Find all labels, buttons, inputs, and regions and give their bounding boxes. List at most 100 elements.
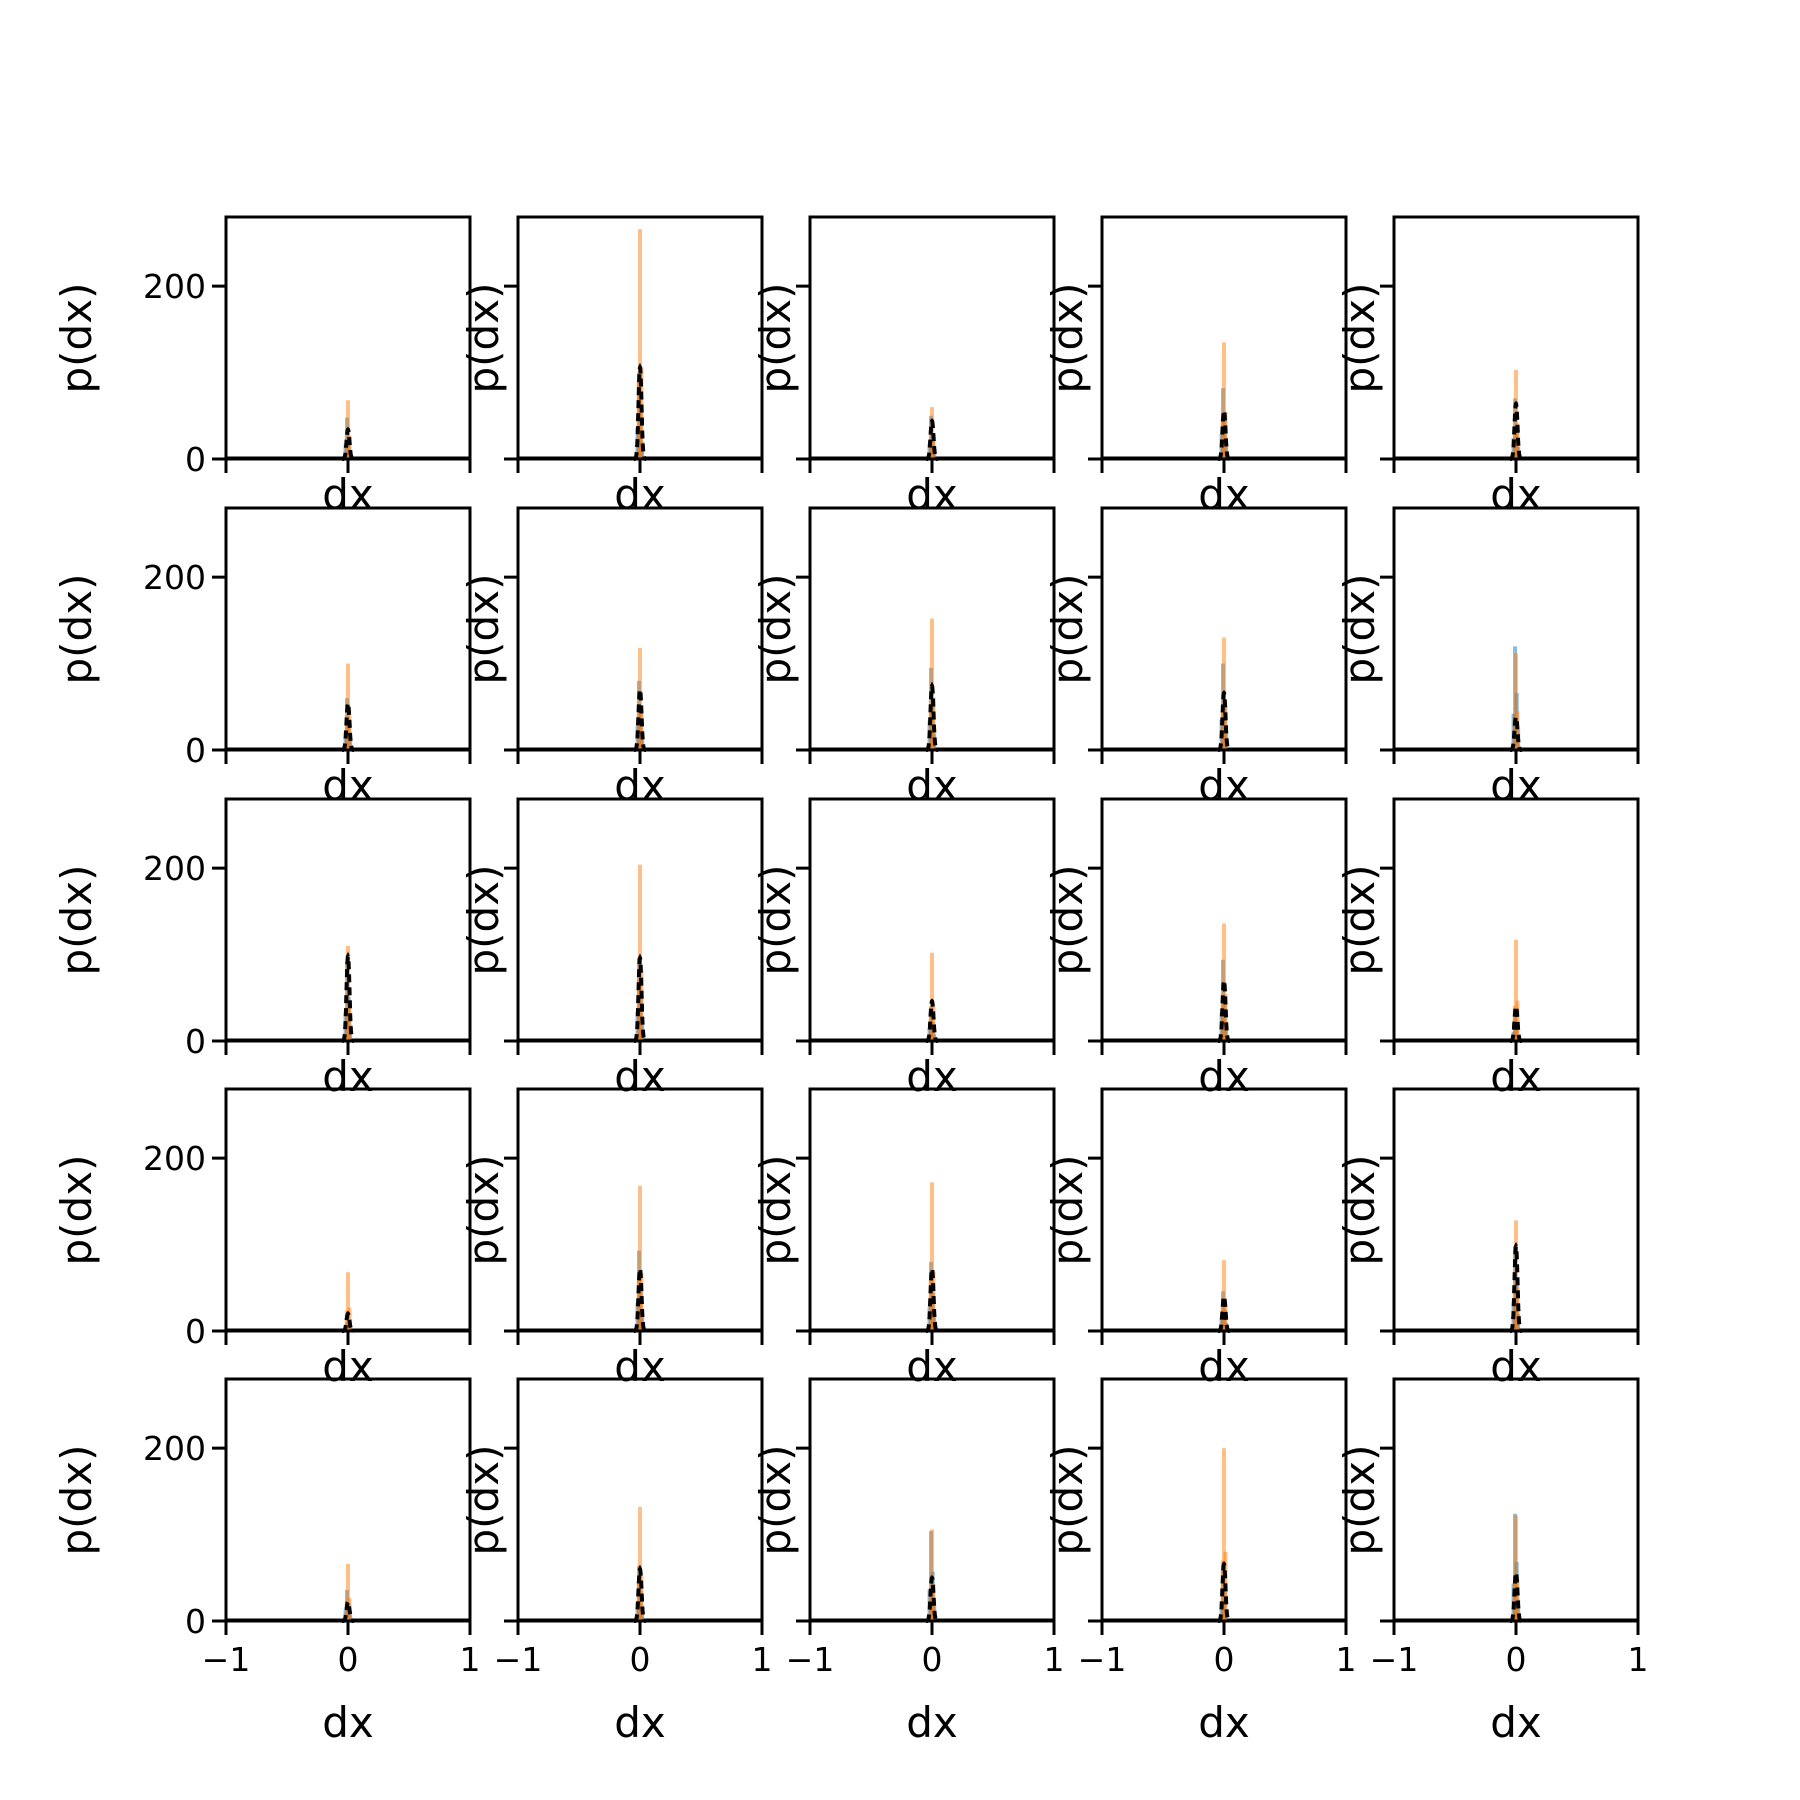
- y-axis-label: p(dx): [1043, 865, 1092, 976]
- y-tick-label: 200: [143, 1429, 206, 1468]
- x-tick-label: 1: [1044, 1640, 1065, 1679]
- x-axis-label: dx: [1198, 1342, 1250, 1391]
- x-axis-label: dx: [906, 761, 958, 810]
- orange-hist-bar-1: [346, 1563, 350, 1621]
- x-tick-label: −1: [494, 1640, 543, 1679]
- x-axis-label: dx: [322, 470, 374, 519]
- x-axis-label: dx: [906, 1052, 958, 1101]
- density-curve: [1216, 977, 1232, 1043]
- panel-r0-c3: dx p(dx): [1043, 215, 1348, 519]
- orange-hist-bar-2: [347, 1002, 352, 1041]
- x-tick-label: 0: [922, 1640, 943, 1679]
- panel-r0-c1: dx p(dx): [459, 215, 764, 519]
- orange-hist-bar-1: [1222, 342, 1226, 459]
- x-axis-label: dx: [1198, 1052, 1250, 1101]
- panel-r4-c3: −1 0 1 dx p(dx): [1043, 1377, 1357, 1747]
- x-axis-label: dx: [614, 761, 666, 810]
- panel-r0-c0: 0 200 dx p(dx): [52, 215, 472, 519]
- orange-hist-bar-2: [1223, 412, 1228, 459]
- orange-hist-bar-1: [1514, 1515, 1518, 1621]
- y-axis-label: p(dx): [459, 1445, 508, 1556]
- panel-r1-c0: 0 200 dx p(dx): [52, 506, 472, 810]
- y-tick-label: 200: [143, 849, 206, 888]
- x-axis-label: dx: [906, 1342, 958, 1391]
- y-axis-label: p(dx): [1043, 574, 1092, 685]
- x-axis-label: dx: [1198, 1698, 1250, 1747]
- x-tick-label: 1: [1628, 1640, 1649, 1679]
- y-axis-label: p(dx): [52, 1445, 101, 1556]
- panel-r3-c3: dx p(dx): [1043, 1087, 1348, 1391]
- panel-r3-c4: dx p(dx): [1335, 1087, 1640, 1391]
- density-curve: [632, 1265, 648, 1333]
- x-axis-label: dx: [1198, 470, 1250, 519]
- orange-hist-bar-1: [638, 229, 642, 459]
- density-curve: [1216, 690, 1232, 752]
- y-axis-label: p(dx): [52, 283, 101, 394]
- panel-r3-c1: dx p(dx): [459, 1087, 764, 1391]
- panel-r4-c1: −1 0 1 dx p(dx): [459, 1377, 773, 1747]
- x-tick-label: 0: [338, 1640, 359, 1679]
- y-axis-label: p(dx): [1335, 1155, 1384, 1266]
- y-tick-label: 0: [185, 1602, 206, 1641]
- orange-hist-bar-2: [347, 715, 352, 750]
- x-axis-label: dx: [614, 1698, 666, 1747]
- x-tick-label: 1: [460, 1640, 481, 1679]
- panel-r2-c4: dx p(dx): [1335, 797, 1640, 1101]
- x-axis-label: dx: [1490, 1342, 1542, 1391]
- panel-r2-c2: dx p(dx): [751, 797, 1056, 1101]
- x-axis-label: dx: [614, 1052, 666, 1101]
- orange-hist-bar-2: [1223, 993, 1228, 1041]
- density-curve: [1508, 1241, 1524, 1333]
- y-tick-label: 0: [185, 731, 206, 770]
- y-axis-label: p(dx): [751, 1445, 800, 1556]
- panel-r0-c4: dx p(dx): [1335, 215, 1640, 519]
- y-axis-label: p(dx): [52, 574, 101, 685]
- x-axis-label: dx: [322, 761, 374, 810]
- x-tick-label: 0: [1506, 1640, 1527, 1679]
- y-axis-label: p(dx): [459, 1155, 508, 1266]
- y-axis-label: p(dx): [751, 574, 800, 685]
- x-tick-label: −1: [202, 1640, 251, 1679]
- panel-r2-c1: dx p(dx): [459, 797, 764, 1101]
- y-axis-label: p(dx): [751, 1155, 800, 1266]
- y-axis-label: p(dx): [751, 865, 800, 976]
- y-tick-label: 200: [143, 1139, 206, 1178]
- x-tick-label: 1: [1336, 1640, 1357, 1679]
- panel-r2-c3: dx p(dx): [1043, 797, 1348, 1101]
- y-axis-label: p(dx): [1043, 1445, 1092, 1556]
- y-tick-label: 0: [185, 1022, 206, 1061]
- panel-r3-c0: 0 200 dx p(dx): [52, 1087, 472, 1391]
- y-axis-label: p(dx): [1043, 283, 1092, 394]
- panel-r1-c3: dx p(dx): [1043, 506, 1348, 810]
- panel-r0-c2: dx p(dx): [751, 215, 1056, 519]
- y-axis-label: p(dx): [1335, 865, 1384, 976]
- y-axis-label: p(dx): [52, 1155, 101, 1266]
- y-tick-label: 200: [143, 267, 206, 306]
- y-tick-label: 0: [185, 440, 206, 479]
- panel-r1-c2: dx p(dx): [751, 506, 1056, 810]
- orange-hist-bar-1: [638, 864, 642, 1041]
- orange-hist-bar-2: [1515, 711, 1520, 750]
- orange-hist-bar-1: [638, 1185, 642, 1331]
- y-axis-label: p(dx): [1335, 574, 1384, 685]
- y-axis-label: p(dx): [1335, 1445, 1384, 1556]
- density-curve: [1508, 400, 1524, 461]
- density-curve: [924, 1265, 940, 1333]
- x-axis-label: dx: [322, 1342, 374, 1391]
- panel-r2-c0: 0 200 dx p(dx): [52, 797, 472, 1101]
- y-axis-label: p(dx): [459, 865, 508, 976]
- panel-r4-c2: −1 0 1 dx p(dx): [751, 1377, 1065, 1747]
- orange-hist-bar-2: [1515, 1000, 1520, 1041]
- panel-r1-c4: dx p(dx): [1335, 506, 1640, 810]
- x-tick-label: −1: [1078, 1640, 1127, 1679]
- panel-r1-c1: dx p(dx): [459, 506, 764, 810]
- orange-hist-bar-1: [1222, 923, 1226, 1041]
- density-curve: [924, 681, 940, 752]
- x-axis-label: dx: [1490, 1698, 1542, 1747]
- panel-r4-c4: −1 0 1 dx p(dx): [1335, 1377, 1649, 1747]
- y-axis-label: p(dx): [751, 283, 800, 394]
- orange-hist-bar-1: [1222, 1448, 1226, 1621]
- x-tick-label: −1: [1370, 1640, 1419, 1679]
